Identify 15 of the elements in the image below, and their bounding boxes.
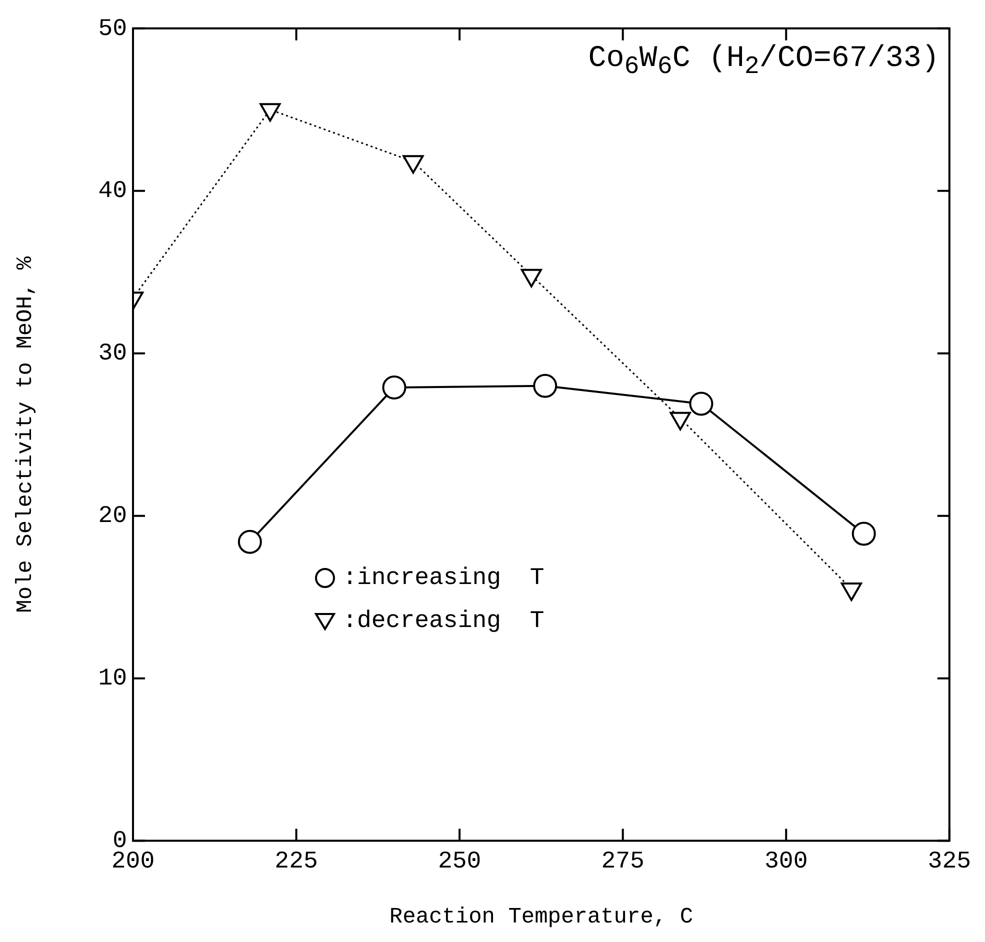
x-axis-title: Reaction Temperature, C: [389, 904, 694, 930]
legend-label: :increasing T: [342, 564, 544, 592]
x-tick-label: 250: [438, 848, 482, 876]
x-tick-label: 225: [274, 848, 318, 876]
text: Co$_{6}$W$_{6}$C (H$_{2}$/CO=67/33): [588, 42, 940, 82]
y-axis-title: Mole Selectivity to MeOH, %: [13, 256, 38, 613]
y-tick-label: 20: [98, 503, 127, 530]
y-tick-label: 10: [98, 666, 127, 693]
y-tick-label: 40: [98, 178, 127, 206]
x-tick-label: 325: [928, 848, 972, 876]
y-tick-label: 30: [98, 340, 127, 368]
y-tick-label: 50: [98, 16, 127, 43]
x-tick-label: 300: [764, 848, 808, 876]
legend-label: :decreasing T: [342, 608, 544, 635]
x-tick-label: 275: [601, 848, 644, 876]
